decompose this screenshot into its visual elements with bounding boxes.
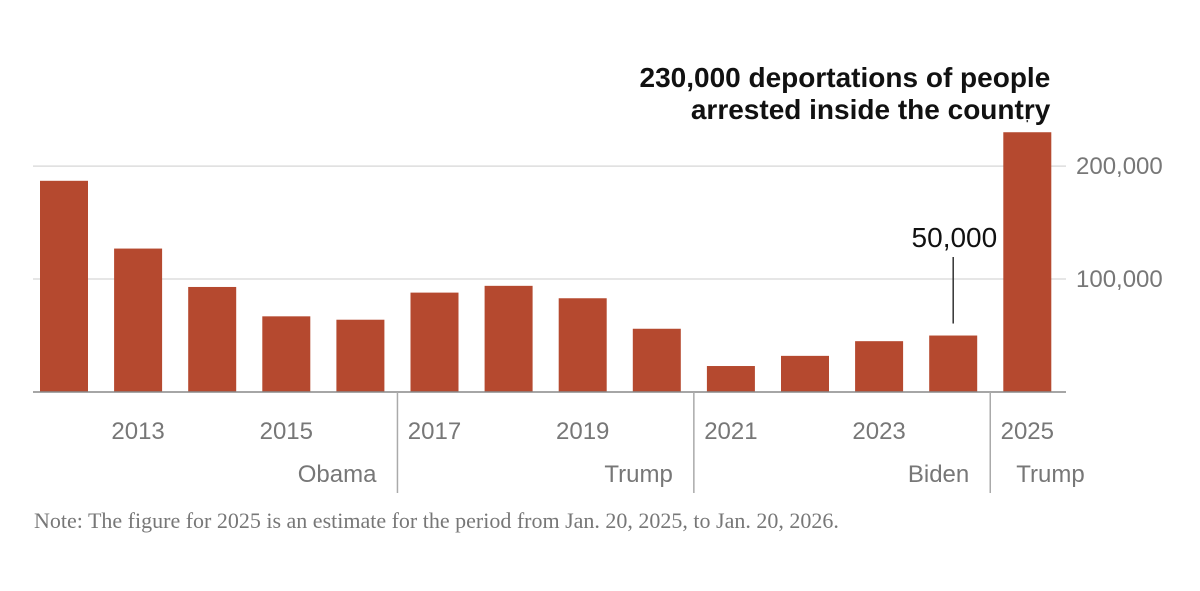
- bar-2025: [1003, 132, 1052, 392]
- administration-label-3: Trump: [1016, 461, 1084, 488]
- bar-2024: [929, 335, 978, 392]
- bar-2022: [781, 355, 829, 392]
- y-tick-label-200000: 200,000: [1076, 153, 1163, 180]
- bar-2018: [484, 285, 533, 392]
- gridlines: [33, 165, 1066, 280]
- x-tick-label-2025: 2025: [1001, 418, 1054, 445]
- bar-2019: [558, 298, 607, 392]
- annotation-text-2025-0: 230,000 deportations of people: [640, 62, 1051, 93]
- x-tick-label-2017: 2017: [408, 418, 461, 445]
- bar-2013: [114, 248, 163, 392]
- x-tick-labels: 2013 2015 2017 2019 2021 2023 2025: [111, 418, 1054, 445]
- x-tick-label-2019: 2019: [556, 418, 609, 445]
- bar-2020: [632, 328, 681, 392]
- bars: [40, 132, 1052, 392]
- y-tick-label-100000: 100,000: [1076, 266, 1163, 293]
- x-tick-label-2021: 2021: [704, 418, 757, 445]
- bar-2012: [40, 180, 88, 392]
- x-tick-label-2015: 2015: [260, 418, 313, 445]
- administration-labels: Obama Trump Biden Trump: [298, 392, 1085, 493]
- bar-2015: [262, 316, 311, 392]
- chart-note: Note: The figure for 2025 is an estimate…: [34, 508, 839, 533]
- bar-2021: [706, 366, 755, 392]
- administration-label-2: Biden: [908, 461, 969, 488]
- annotation-text-2025-1: arrested inside the country: [691, 94, 1051, 125]
- bar-2016: [336, 319, 385, 392]
- x-tick-label-2023: 2023: [852, 418, 905, 445]
- x-tick-label-2013: 2013: [111, 418, 164, 445]
- annotation-text-2024-0: 50,000: [912, 222, 998, 253]
- bar-2017: [410, 292, 459, 392]
- bar-2014: [188, 286, 237, 392]
- administration-label-1: Trump: [604, 461, 672, 488]
- administration-label-0: Obama: [298, 461, 377, 488]
- y-tick-labels: 100,000 200,000: [1076, 153, 1163, 293]
- bar-2023: [855, 341, 904, 392]
